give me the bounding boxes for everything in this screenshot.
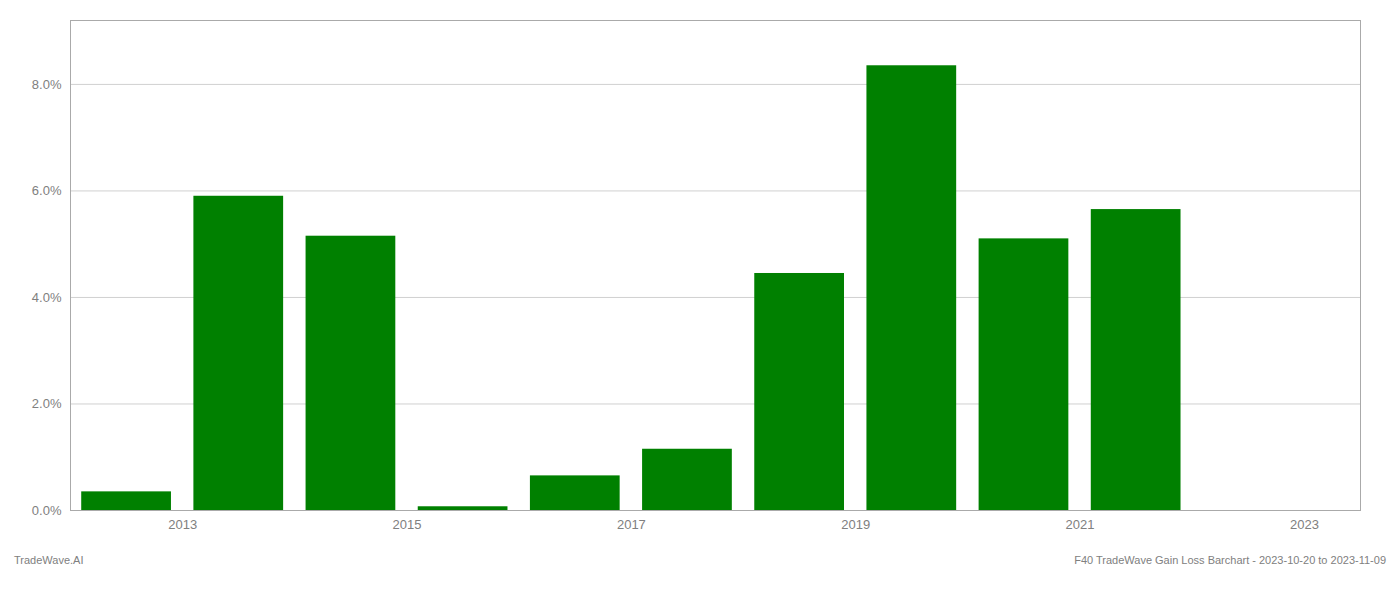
svg-text:2.0%: 2.0% — [32, 396, 62, 411]
svg-text:2017: 2017 — [617, 517, 646, 532]
svg-text:0.0%: 0.0% — [32, 503, 62, 518]
svg-text:2023: 2023 — [1290, 517, 1319, 532]
svg-text:2013: 2013 — [168, 517, 197, 532]
svg-text:4.0%: 4.0% — [32, 290, 62, 305]
svg-text:8.0%: 8.0% — [32, 77, 62, 92]
svg-text:2019: 2019 — [841, 517, 870, 532]
svg-text:2015: 2015 — [393, 517, 422, 532]
svg-text:6.0%: 6.0% — [32, 183, 62, 198]
svg-text:2021: 2021 — [1066, 517, 1095, 532]
html-text:F40 TradeWave Gain Loss Barcha: F40 TradeWave Gain Loss Barchart - 2023-… — [1074, 554, 1386, 566]
html-text:TradeWave.AI: TradeWave.AI — [14, 554, 84, 566]
